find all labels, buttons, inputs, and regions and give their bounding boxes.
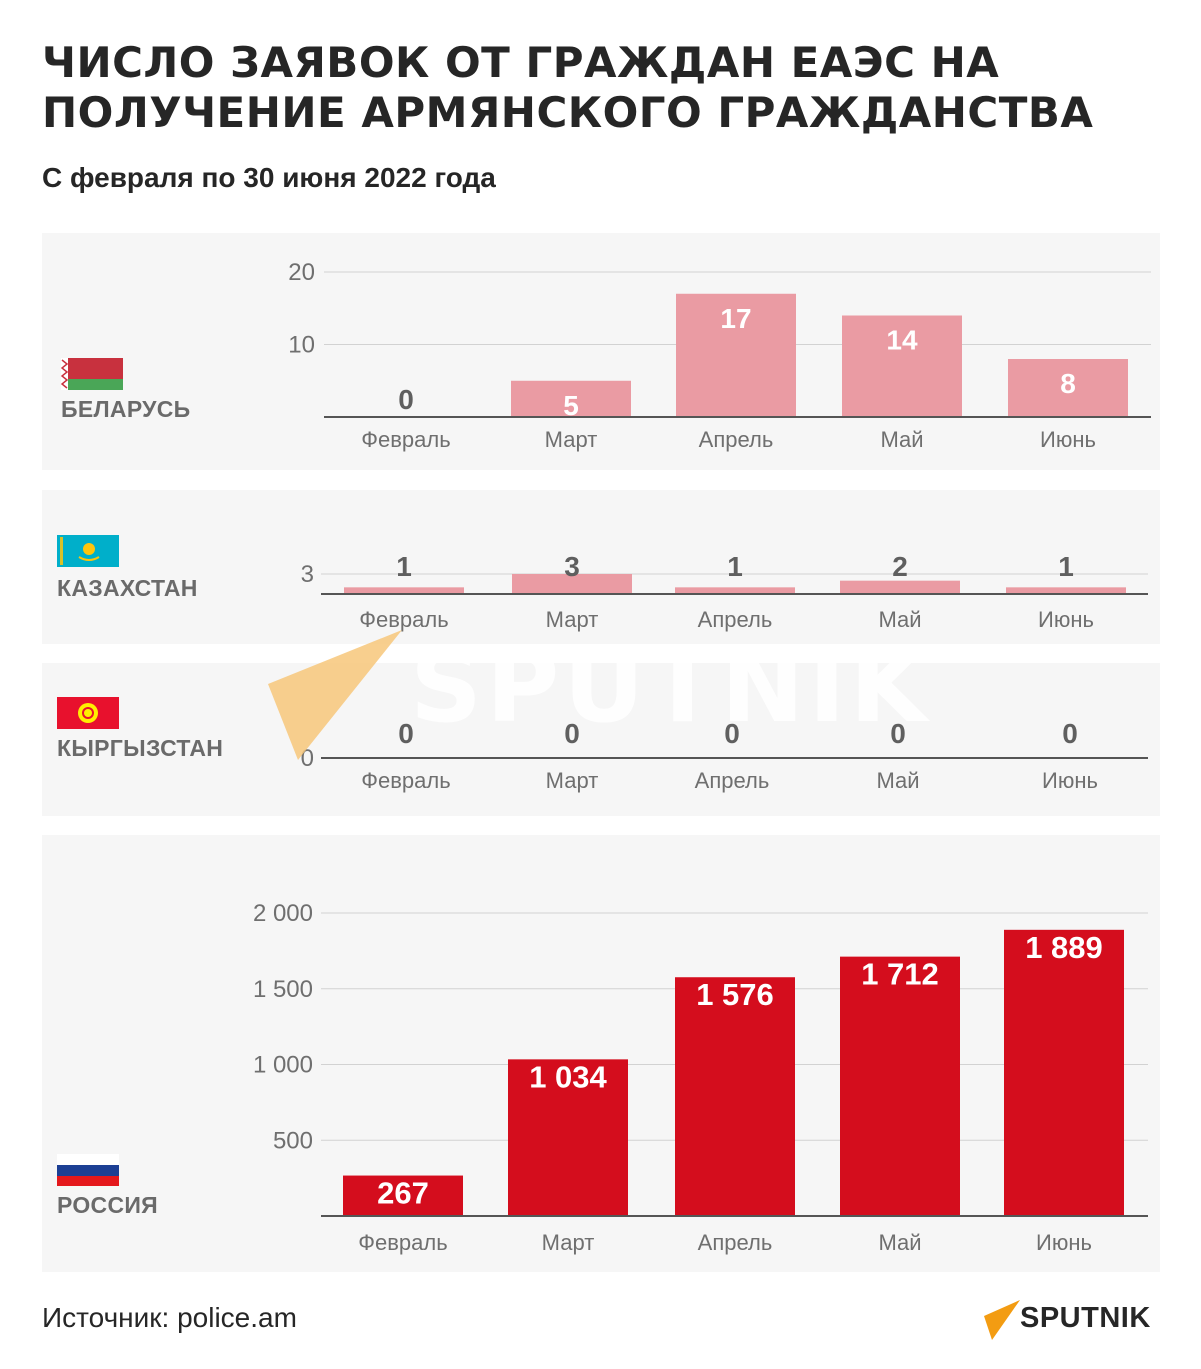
x-tick-label: Март (546, 768, 599, 793)
data-label: 1 (727, 551, 743, 582)
bar (343, 1175, 463, 1216)
brand-logo: SPUTNIK (982, 1298, 1162, 1342)
data-label: 2 (892, 551, 908, 582)
chart-kazakhstan: 3 1 3 1 2 1 Февраль Март Апрель Май Июнь (301, 551, 1148, 632)
bar (675, 587, 795, 594)
data-label: 1 (396, 551, 412, 582)
y-tick-label: 2 000 (253, 900, 313, 927)
page-subtitle: С февраля по 30 июня 2022 года (42, 162, 496, 193)
y-tick-label: 3 (301, 561, 314, 588)
kazakhstan-flag-icon (57, 535, 119, 567)
data-label: 1 034 (529, 1059, 607, 1094)
data-label: 0 (564, 718, 580, 749)
data-label: 1 576 (696, 977, 774, 1012)
country-label-kyrgyzstan: КЫРГЫЗСТАН (57, 735, 224, 761)
russia-flag-icon (57, 1154, 119, 1186)
data-label: 1 (1058, 551, 1074, 582)
bar (675, 977, 795, 1216)
y-tick-label: 20 (288, 259, 315, 286)
data-label: 5 (563, 390, 579, 421)
y-tick-label: 1 500 (253, 976, 313, 1003)
x-tick-label: Май (880, 427, 923, 452)
bar (1008, 359, 1128, 417)
kyrgyzstan-flag-icon (57, 697, 119, 729)
bar (511, 380, 631, 417)
panel-belarus: БЕЛАРУСЬ 10 20 0 5 17 14 8 Февраль Март Апрель Май… (42, 233, 1160, 470)
panel-kazakhstan: КАЗАХСТАН 3 1 3 1 2 1 Февраль Март Апрель Май Июнь (42, 490, 1160, 644)
country-label-russia: РОССИЯ (57, 1192, 159, 1218)
x-tick-label: Июнь (1038, 607, 1094, 632)
sputnik-logo-icon (984, 1300, 1020, 1340)
x-tick-label: Май (876, 768, 919, 793)
data-label: 17 (720, 303, 751, 334)
data-label: 0 (398, 384, 414, 415)
bar (676, 293, 796, 417)
data-label: 3 (564, 551, 580, 582)
source-label: Источник: police.am (42, 1302, 297, 1333)
x-tick-label: Февраль (358, 1230, 447, 1255)
x-tick-label: Февраль (361, 427, 450, 452)
bar (508, 1059, 628, 1216)
bar (840, 580, 960, 594)
x-tick-label: Апрель (698, 1230, 773, 1255)
x-tick-label: Март (542, 1230, 595, 1255)
data-label: 267 (377, 1176, 429, 1211)
bar (512, 574, 632, 594)
x-tick-label: Апрель (695, 768, 770, 793)
x-tick-label: Февраль (359, 607, 448, 632)
brand-text: SPUTNIK (1020, 1302, 1151, 1334)
data-label: 1 712 (861, 957, 939, 992)
x-tick-label: Май (878, 607, 921, 632)
x-tick-label: Июнь (1036, 1230, 1092, 1255)
chart-russia: 500 1 000 1 500 2 000 267 1 034 1 576 1 712 1 88… (253, 900, 1148, 1255)
x-tick-label: Июнь (1040, 427, 1096, 452)
chart-belarus: 10 20 0 5 17 14 8 Февраль Март Апрель Май Июнь (288, 259, 1151, 452)
chart-kyrgyzstan: 0 0 0 0 0 0 Февраль Март Апрель Май Июнь (301, 718, 1148, 793)
bar (840, 956, 960, 1216)
belarus-flag-icon (61, 358, 123, 390)
data-label: 0 (724, 718, 740, 749)
x-tick-label: Март (545, 427, 598, 452)
y-tick-label: 500 (273, 1127, 313, 1154)
data-label: 0 (398, 718, 414, 749)
data-label: 14 (886, 325, 918, 356)
data-label: 0 (1062, 718, 1078, 749)
data-label: 0 (890, 718, 906, 749)
country-label-kazakhstan: КАЗАХСТАН (57, 575, 198, 601)
bar (842, 315, 962, 417)
x-tick-label: Февраль (361, 768, 450, 793)
x-tick-label: Июнь (1042, 768, 1098, 793)
y-tick-label: 1 000 (253, 1052, 313, 1079)
panel-russia: РОССИЯ 500 1 000 1 500 2 000 267 1 034 1 576 1 … (42, 835, 1160, 1272)
data-label: 8 (1060, 368, 1076, 399)
x-tick-label: Апрель (699, 427, 774, 452)
x-tick-label: Май (878, 1230, 921, 1255)
bar (1004, 929, 1124, 1216)
x-tick-label: Апрель (698, 607, 773, 632)
x-tick-label: Март (546, 607, 599, 632)
bar (344, 587, 464, 594)
country-label-belarus: БЕЛАРУСЬ (61, 396, 191, 422)
y-tick-label: 0 (301, 745, 314, 772)
bar (1006, 587, 1126, 594)
panel-kyrgyzstan: КЫРГЫЗСТАН 0 0 0 0 0 0 Февраль Март Апрель Май Июн… (42, 663, 1160, 816)
data-label: 1 889 (1025, 930, 1103, 965)
y-tick-label: 10 (288, 332, 315, 359)
page-title: ЧИСЛО ЗАЯВОК ОТ ГРАЖДАН ЕАЭС НА ПОЛУЧЕНИ… (42, 38, 1094, 137)
